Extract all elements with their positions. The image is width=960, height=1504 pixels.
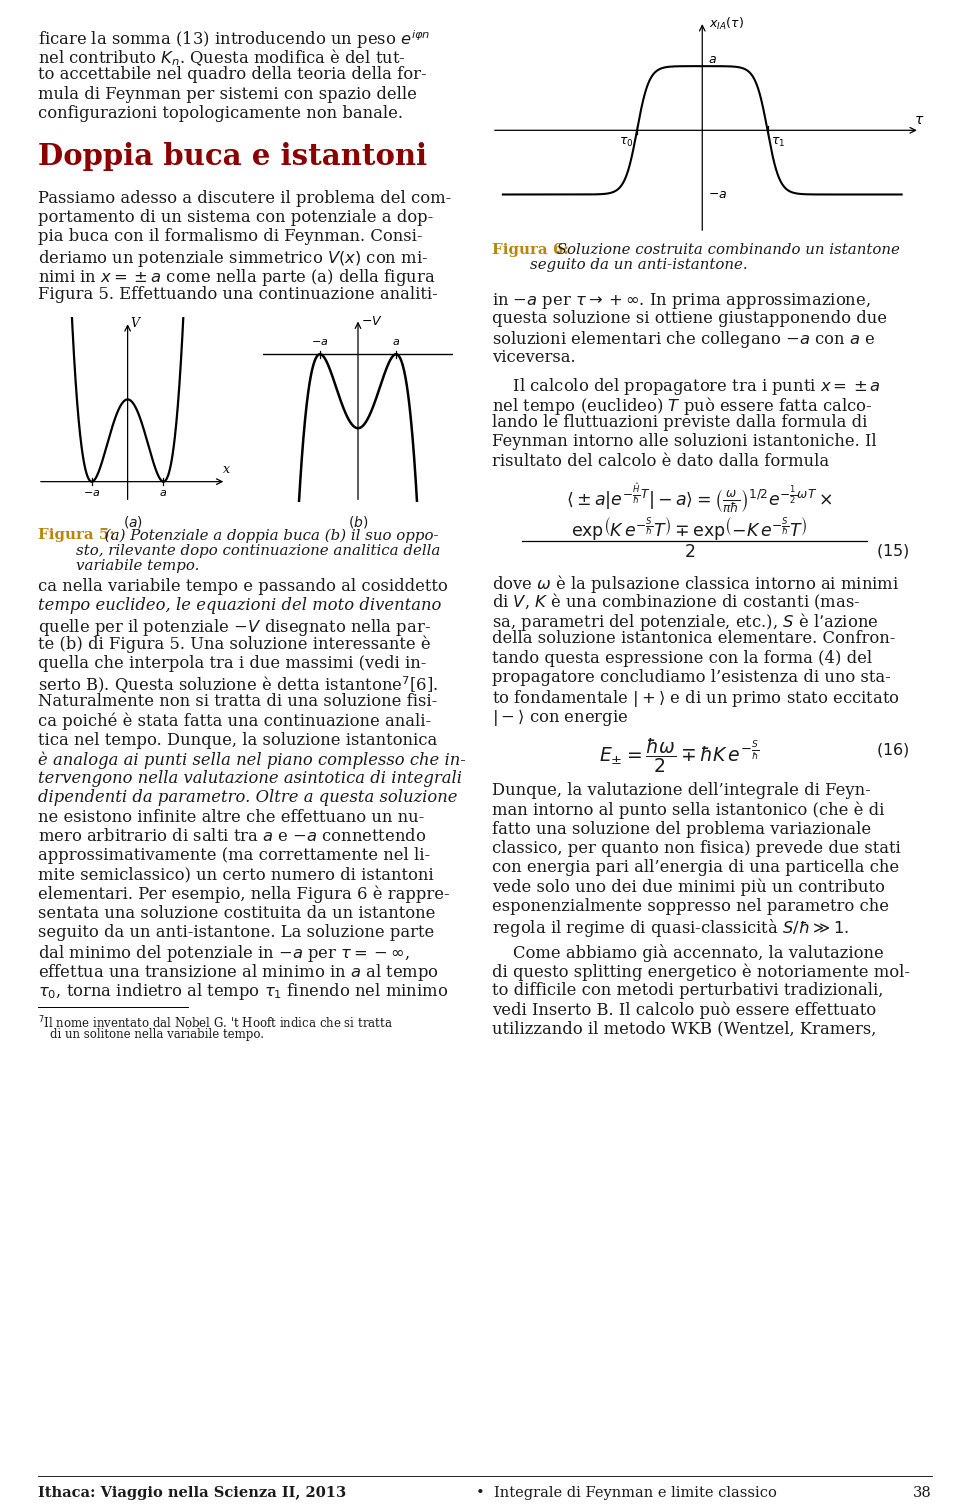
Text: $-a$: $-a$ <box>708 188 727 200</box>
Text: della soluzione istantonica elementare. Confron-: della soluzione istantonica elementare. … <box>492 630 896 647</box>
Text: ne esistono infinite altre che effettuano un nu-: ne esistono infinite altre che effettuan… <box>38 809 424 826</box>
Text: Feynman intorno alle soluzioni istantoniche. Il: Feynman intorno alle soluzioni istantoni… <box>492 433 876 450</box>
Text: utilizzando il metodo WKB (Wentzel, Kramers,: utilizzando il metodo WKB (Wentzel, Kram… <box>492 1021 876 1038</box>
Text: esponenzialmente soppresso nel parametro che: esponenzialmente soppresso nel parametro… <box>492 898 889 914</box>
Text: Naturalmente non si tratta di una soluzione fisi-: Naturalmente non si tratta di una soluzi… <box>38 693 437 710</box>
Text: ficare la somma (13) introducendo un peso $e^{i\varphi n}$: ficare la somma (13) introducendo un pes… <box>38 29 430 51</box>
Text: $x_{IA}(\tau)$: $x_{IA}(\tau)$ <box>708 15 744 32</box>
Text: $\langle \pm a | e^{-\frac{\hat{H}}{\hbar} T} | -a \rangle = \left(\frac{\omega}: $\langle \pm a | e^{-\frac{\hat{H}}{\hba… <box>566 481 832 516</box>
Text: fatto una soluzione del problema variazionale: fatto una soluzione del problema variazi… <box>492 821 871 838</box>
Text: viceversa.: viceversa. <box>492 349 576 365</box>
Text: $a$: $a$ <box>708 53 716 66</box>
Text: di questo splitting energetico è notoriamente mol-: di questo splitting energetico è notoria… <box>492 963 910 981</box>
Text: to fondamentale $|+\rangle$ e di un primo stato eccitato: to fondamentale $|+\rangle$ e di un prim… <box>492 687 900 708</box>
Text: $(a)$: $(a)$ <box>123 514 143 531</box>
Text: Passiamo adesso a discutere il problema del com-: Passiamo adesso a discutere il problema … <box>38 190 451 208</box>
Text: ca poiché è stata fatta una continuazione anali-: ca poiché è stata fatta una continuazion… <box>38 713 431 729</box>
Text: serto B). Questa soluzione è detta istantone$^7$[6].: serto B). Questa soluzione è detta istan… <box>38 674 439 695</box>
Text: questa soluzione si ottiene giustapponendo due: questa soluzione si ottiene giustapponen… <box>492 310 887 328</box>
Text: (a) Potenziale a doppia buca (b) il suo oppo-: (a) Potenziale a doppia buca (b) il suo … <box>100 528 439 543</box>
Text: 38: 38 <box>913 1486 932 1499</box>
Text: soluzioni elementari che collegano $-a$ con $a$ e: soluzioni elementari che collegano $-a$ … <box>492 329 876 350</box>
Text: $^7$Il nome inventato dal Nobel G. 't Hooft indica che si tratta: $^7$Il nome inventato dal Nobel G. 't Ho… <box>38 1015 393 1032</box>
Text: $-a$: $-a$ <box>311 337 328 347</box>
Text: $(15)$: $(15)$ <box>876 541 909 559</box>
Text: classico, per quanto non fisica) prevede due stati: classico, per quanto non fisica) prevede… <box>492 841 900 857</box>
Text: seguito da un anti-istantone.: seguito da un anti-istantone. <box>530 259 748 272</box>
Text: sa, parametri del potenziale, etc.), $S$ è l’azione: sa, parametri del potenziale, etc.), $S$… <box>492 611 878 633</box>
Text: dipendenti da parametro. Oltre a questa soluzione: dipendenti da parametro. Oltre a questa … <box>38 790 458 806</box>
Text: Come abbiamo già accennato, la valutazione: Come abbiamo già accennato, la valutazio… <box>492 945 884 963</box>
Text: configurazioni topologicamente non banale.: configurazioni topologicamente non banal… <box>38 105 403 122</box>
Text: mero arbitrario di salti tra $a$ e $-a$ connettendo: mero arbitrario di salti tra $a$ e $-a$ … <box>38 827 426 845</box>
Text: tando questa espressione con la forma (4) del: tando questa espressione con la forma (4… <box>492 650 872 666</box>
Text: $\tau_0$, torna indietro al tempo $\tau_1$ finendo nel minimo: $\tau_0$, torna indietro al tempo $\tau_… <box>38 982 448 1002</box>
Text: sto, rilevante dopo continuazione analitica della: sto, rilevante dopo continuazione analit… <box>76 544 441 558</box>
Text: $a$: $a$ <box>159 489 167 498</box>
Text: Doppia buca e istantoni: Doppia buca e istantoni <box>38 141 427 171</box>
Text: to accettabile nel quadro della teoria della for-: to accettabile nel quadro della teoria d… <box>38 66 426 83</box>
Text: regola il regime di quasi-classicità $S/\hbar \gg 1$.: regola il regime di quasi-classicità $S/… <box>492 917 850 938</box>
Text: $(b)$: $(b)$ <box>348 514 369 531</box>
Text: $\tau_0$: $\tau_0$ <box>619 135 634 149</box>
Text: Ithaca: Viaggio nella Scienza II, 2013: Ithaca: Viaggio nella Scienza II, 2013 <box>38 1486 347 1499</box>
Text: nel contributo $K_n$. Questa modifica è del tut-: nel contributo $K_n$. Questa modifica è … <box>38 47 406 68</box>
Text: $\tau$: $\tau$ <box>914 113 924 126</box>
Text: x: x <box>223 463 229 475</box>
Text: te (b) di Figura 5. Una soluzione interessante è: te (b) di Figura 5. Una soluzione intere… <box>38 636 431 653</box>
Text: $2$: $2$ <box>684 544 695 561</box>
Text: elementari. Per esempio, nella Figura 6 è rappre-: elementari. Per esempio, nella Figura 6 … <box>38 886 449 902</box>
Text: Figura 5. Effettuando una continuazione analiti-: Figura 5. Effettuando una continuazione … <box>38 286 438 302</box>
Text: effettua una transizione al minimo in $a$ al tempo: effettua una transizione al minimo in $a… <box>38 963 439 984</box>
Text: •: • <box>475 1486 485 1499</box>
Text: dove $\omega$ è la pulsazione classica intorno ai minimi: dove $\omega$ è la pulsazione classica i… <box>492 573 900 594</box>
Text: tervengono nella valutazione asintotica di integrali: tervengono nella valutazione asintotica … <box>38 770 462 787</box>
Text: Figura 5:: Figura 5: <box>38 528 115 543</box>
Text: approssimativamente (ma correttamente nel li-: approssimativamente (ma correttamente ne… <box>38 847 430 863</box>
Text: ca nella variabile tempo e passando al cosiddetto: ca nella variabile tempo e passando al c… <box>38 578 447 596</box>
Text: $|-\rangle$ con energie: $|-\rangle$ con energie <box>492 707 629 728</box>
Text: quella che interpola tra i due massimi (vedi in-: quella che interpola tra i due massimi (… <box>38 656 426 672</box>
Text: $(16)$: $(16)$ <box>876 741 909 760</box>
Text: Dunque, la valutazione dell’integrale di Feyn-: Dunque, la valutazione dell’integrale di… <box>492 782 871 800</box>
Text: di un solitone nella variabile tempo.: di un solitone nella variabile tempo. <box>50 1027 264 1041</box>
Text: $-a$: $-a$ <box>84 489 101 498</box>
Text: $-V$: $-V$ <box>361 314 382 328</box>
Text: mula di Feynman per sistemi con spazio delle: mula di Feynman per sistemi con spazio d… <box>38 86 417 102</box>
Text: in $-a$ per $\tau \rightarrow +\infty$. In prima approssimazione,: in $-a$ per $\tau \rightarrow +\infty$. … <box>492 290 871 311</box>
Text: tempo euclideo, le equazioni del moto diventano: tempo euclideo, le equazioni del moto di… <box>38 597 442 615</box>
Text: Integrale di Feynman e limite classico: Integrale di Feynman e limite classico <box>494 1486 777 1499</box>
Text: $\tau_1$: $\tau_1$ <box>771 135 785 149</box>
Text: quelle per il potenziale $-V$ disegnato nella par-: quelle per il potenziale $-V$ disegnato … <box>38 617 431 638</box>
Text: lando le fluttuazioni previste dalla formula di: lando le fluttuazioni previste dalla for… <box>492 414 868 432</box>
Text: Il calcolo del propagatore tra i punti $x = \pm a$: Il calcolo del propagatore tra i punti $… <box>492 376 881 397</box>
Text: Figura 6:: Figura 6: <box>492 244 569 257</box>
Text: pia buca con il formalismo di Feynman. Consi-: pia buca con il formalismo di Feynman. C… <box>38 229 422 245</box>
Text: seguito da un anti-istantone. La soluzione parte: seguito da un anti-istantone. La soluzio… <box>38 923 434 942</box>
Text: $a$: $a$ <box>392 337 400 347</box>
Text: mite semiclassico) un certo numero di istantoni: mite semiclassico) un certo numero di is… <box>38 866 434 883</box>
Text: risultato del calcolo è dato dalla formula: risultato del calcolo è dato dalla formu… <box>492 453 829 469</box>
Text: vede solo uno dei due minimi più un contributo: vede solo uno dei due minimi più un cont… <box>492 878 885 896</box>
Text: Soluzione costruita combinando un istantone: Soluzione costruita combinando un istant… <box>552 244 900 257</box>
Text: $E_{\pm} = \dfrac{\hbar\omega}{2} \mp \hbar K\, e^{-\frac{S}{\hbar}}$: $E_{\pm} = \dfrac{\hbar\omega}{2} \mp \h… <box>599 737 760 775</box>
Text: tica nel tempo. Dunque, la soluzione istantonica: tica nel tempo. Dunque, la soluzione ist… <box>38 732 437 749</box>
Text: è analoga ai punti sella nel piano complesso che in-: è analoga ai punti sella nel piano compl… <box>38 750 466 769</box>
Text: variabile tempo.: variabile tempo. <box>76 559 200 573</box>
Text: nel tempo (euclideo) $T$ può essere fatta calco-: nel tempo (euclideo) $T$ può essere fatt… <box>492 396 872 417</box>
Text: sentata una soluzione costituita da un istantone: sentata una soluzione costituita da un i… <box>38 904 436 922</box>
Text: man intorno al punto sella istantonico (che è di: man intorno al punto sella istantonico (… <box>492 802 884 820</box>
Text: deriamo un potenziale simmetrico $V(x)$ con mi-: deriamo un potenziale simmetrico $V(x)$ … <box>38 248 428 269</box>
Text: con energia pari all’energia di una particella che: con energia pari all’energia di una part… <box>492 859 900 877</box>
Text: portamento di un sistema con potenziale a dop-: portamento di un sistema con potenziale … <box>38 209 433 226</box>
Text: propagatore concludiamo l’esistenza di uno sta-: propagatore concludiamo l’esistenza di u… <box>492 669 891 686</box>
Text: dal minimo del potenziale in $-a$ per $\tau = -\infty$,: dal minimo del potenziale in $-a$ per $\… <box>38 943 410 964</box>
Text: nimi in $x = \pm a$ come nella parte (a) della figura: nimi in $x = \pm a$ come nella parte (a)… <box>38 266 436 287</box>
Text: to difficile con metodi perturbativi tradizionali,: to difficile con metodi perturbativi tra… <box>492 982 883 999</box>
Text: $\exp\!\left(K\, e^{-\frac{S}{\hbar}} T\right) \mp \exp\!\left(-K\, e^{-\frac{S}: $\exp\!\left(K\, e^{-\frac{S}{\hbar}} T\… <box>571 516 807 543</box>
Text: di $V$, $K$ è una combinazione di costanti (mas-: di $V$, $K$ è una combinazione di costan… <box>492 593 860 612</box>
Text: vedi Inserto B. Il calcolo può essere effettuato: vedi Inserto B. Il calcolo può essere ef… <box>492 1002 876 1020</box>
Text: V: V <box>131 317 139 329</box>
